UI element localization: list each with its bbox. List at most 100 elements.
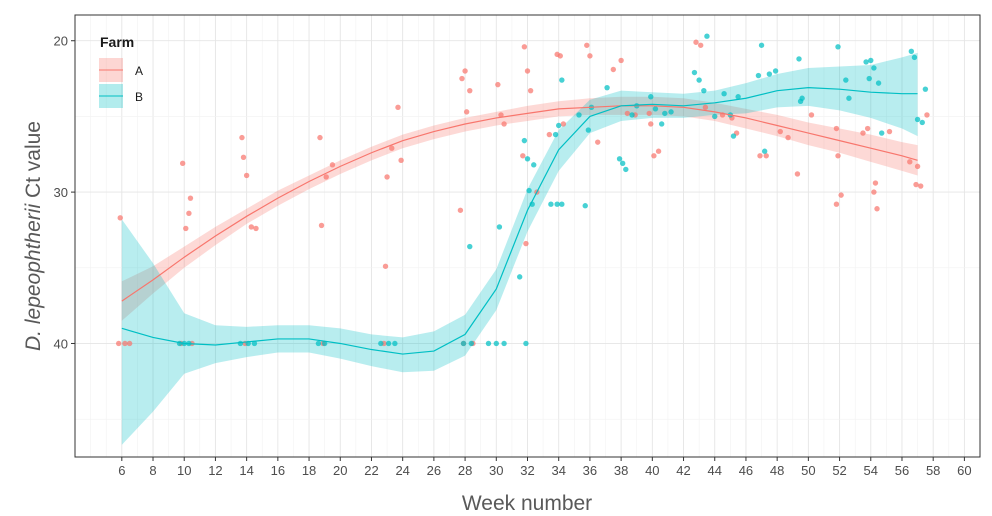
data-point-a [501, 121, 507, 127]
y-axis-title: D. lepeophtherii Ct value [22, 121, 45, 351]
data-point-a [833, 125, 840, 132]
x-tick-label: 36 [583, 463, 597, 478]
data-point-b [237, 340, 244, 347]
x-tick-label: 44 [708, 463, 722, 478]
x-axis-ticks: 6 8 10 12 14 16 18 20 22 24 26 28 30 32 34 36 38 40 42 44 46… [118, 457, 972, 478]
data-point-a [860, 130, 866, 136]
x-tick-label: 46 [739, 463, 753, 478]
data-point-a [886, 128, 893, 135]
data-point-a [323, 174, 329, 180]
data-point-b [619, 160, 626, 167]
x-tick-label: 14 [239, 463, 253, 478]
x-tick-label: 26 [427, 463, 441, 478]
data-point-a [610, 66, 617, 73]
smooth-line-a [121, 105, 918, 302]
x-tick-label: 8 [149, 463, 156, 478]
data-point-b [251, 340, 258, 347]
x-tick-label: 18 [302, 463, 316, 478]
data-point-b [378, 340, 384, 347]
data-point-a [757, 153, 763, 159]
legend-label-b: B [135, 90, 143, 104]
data-point-b [696, 77, 702, 83]
data-point-a [495, 81, 501, 88]
x-tick-label: 22 [364, 463, 378, 478]
y-tick-label: 20 [54, 34, 68, 49]
data-point-b [526, 187, 532, 194]
data-point-b [712, 113, 718, 120]
data-point-a [794, 171, 801, 177]
data-point-b [908, 48, 915, 55]
data-point-a [117, 215, 123, 221]
data-point-a [646, 110, 652, 117]
data-point-a [253, 225, 259, 232]
data-point-b [524, 156, 531, 162]
data-point-a [527, 87, 534, 94]
data-point-b [721, 91, 727, 97]
data-point-a [914, 163, 921, 170]
y-tick-label: 30 [54, 185, 68, 200]
data-point-b [911, 54, 918, 61]
data-point-b [521, 137, 528, 144]
data-point-b [704, 33, 710, 39]
data-point-a [587, 53, 593, 59]
data-point-b [616, 156, 623, 162]
x-tick-label: 28 [458, 463, 472, 478]
data-point-b [875, 80, 882, 86]
x-tick-label: 56 [895, 463, 909, 478]
data-point-b [878, 130, 885, 136]
data-point-b [552, 131, 559, 138]
x-tick-label: 10 [177, 463, 191, 478]
y-tick-label: 40 [54, 336, 68, 351]
data-point-b [467, 243, 473, 250]
x-tick-label: 42 [676, 463, 690, 478]
data-point-b [648, 94, 654, 100]
data-point-a [240, 154, 247, 160]
data-point-a [907, 159, 913, 165]
legend-title: Farm [100, 34, 134, 50]
confidence-band-b [121, 52, 918, 445]
data-point-a [463, 109, 470, 115]
data-point-a [187, 195, 194, 201]
data-point-a [382, 263, 389, 269]
legend-label-a: A [135, 64, 143, 78]
data-point-b [485, 340, 492, 347]
data-point-a [115, 340, 122, 347]
x-tick-label: 48 [770, 463, 784, 478]
data-point-b [919, 119, 925, 126]
data-point-b [629, 112, 635, 118]
x-tick-label: 32 [520, 463, 534, 478]
data-point-a [833, 201, 840, 207]
x-tick-label: 34 [551, 463, 565, 478]
data-point-a [126, 340, 133, 347]
data-point-a [808, 112, 815, 118]
data-point-a [186, 210, 192, 216]
data-point-a [318, 222, 325, 229]
data-point-a [384, 174, 390, 180]
x-tick-label: 52 [832, 463, 846, 478]
data-point-a [874, 206, 880, 212]
data-point-a [462, 68, 468, 74]
data-point-b [556, 122, 562, 129]
data-point-a [329, 162, 336, 168]
data-point-b [871, 65, 877, 71]
data-point-b [846, 95, 852, 101]
data-point-a [317, 134, 323, 141]
x-tick-label: 6 [118, 463, 125, 478]
data-point-a [835, 153, 841, 159]
data-point-b [501, 340, 507, 347]
data-point-a [838, 192, 844, 198]
data-point-a [918, 183, 924, 189]
data-point-b [493, 340, 499, 347]
x-tick-label: 60 [957, 463, 971, 478]
data-point-b [516, 274, 523, 280]
data-point-a [457, 207, 464, 213]
data-point-b [772, 68, 779, 74]
data-point-a [122, 340, 128, 347]
data-point-b [559, 201, 565, 207]
data-point-b [868, 57, 874, 64]
smooth-line-b [121, 87, 918, 355]
data-point-a [624, 110, 631, 117]
data-point-b [863, 59, 869, 65]
data-point-b [576, 112, 582, 118]
data-point-b [835, 44, 841, 50]
